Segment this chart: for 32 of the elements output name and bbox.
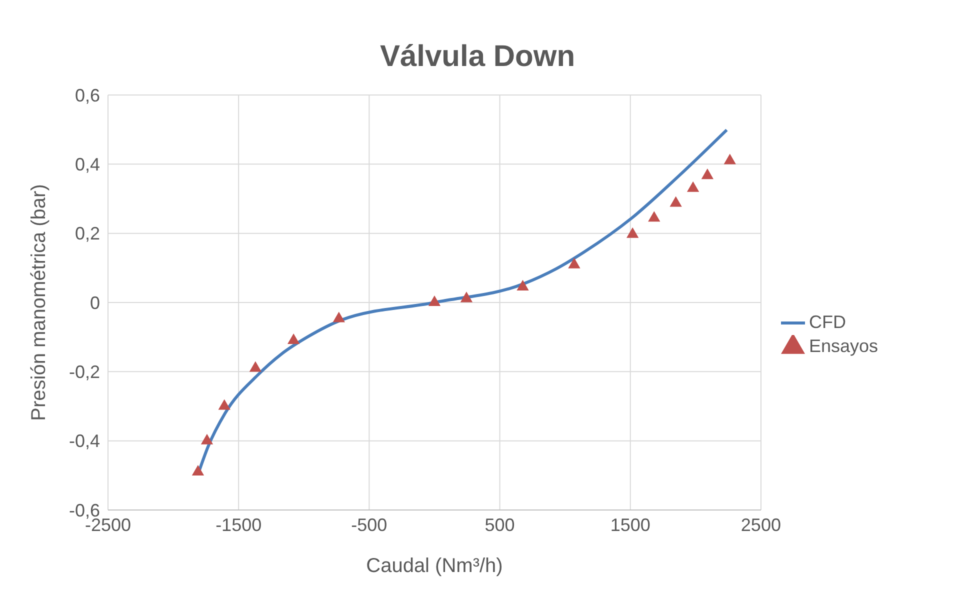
y-tick-label: 0 xyxy=(90,292,100,313)
point xyxy=(428,295,441,306)
y-tick-label: -0,2 xyxy=(68,362,100,382)
x-tick-label: 1500 xyxy=(610,514,650,535)
point xyxy=(626,227,639,238)
y-tick-label: 0,4 xyxy=(74,154,100,175)
point xyxy=(249,361,262,372)
x-tick-label: -500 xyxy=(351,514,388,535)
point xyxy=(686,181,700,192)
point xyxy=(460,292,473,302)
x-tick-label: 500 xyxy=(484,514,515,535)
point xyxy=(516,280,529,290)
point xyxy=(218,399,230,410)
point xyxy=(670,196,682,207)
point xyxy=(568,258,580,268)
x-axis-title: Caudal (Nm³/h) xyxy=(366,555,503,577)
legend-label: Ensayos xyxy=(808,336,878,356)
point xyxy=(192,464,204,476)
x-tick-label: -1500 xyxy=(216,514,262,535)
point xyxy=(701,168,714,180)
chart-title: Válvula Down xyxy=(378,39,576,75)
point xyxy=(200,434,214,444)
x-tick-label: 2500 xyxy=(740,514,781,535)
y-tick-label: 0,2 xyxy=(74,224,100,244)
point xyxy=(648,211,660,222)
point xyxy=(724,154,736,164)
point xyxy=(332,312,345,322)
y-axis-title: Presión manométrica (bar) xyxy=(28,184,50,421)
point xyxy=(287,334,300,344)
y-tick-label: 0,6 xyxy=(74,85,100,106)
legend-label: CFD xyxy=(808,312,846,332)
y-tick-label: -0,4 xyxy=(68,431,100,452)
